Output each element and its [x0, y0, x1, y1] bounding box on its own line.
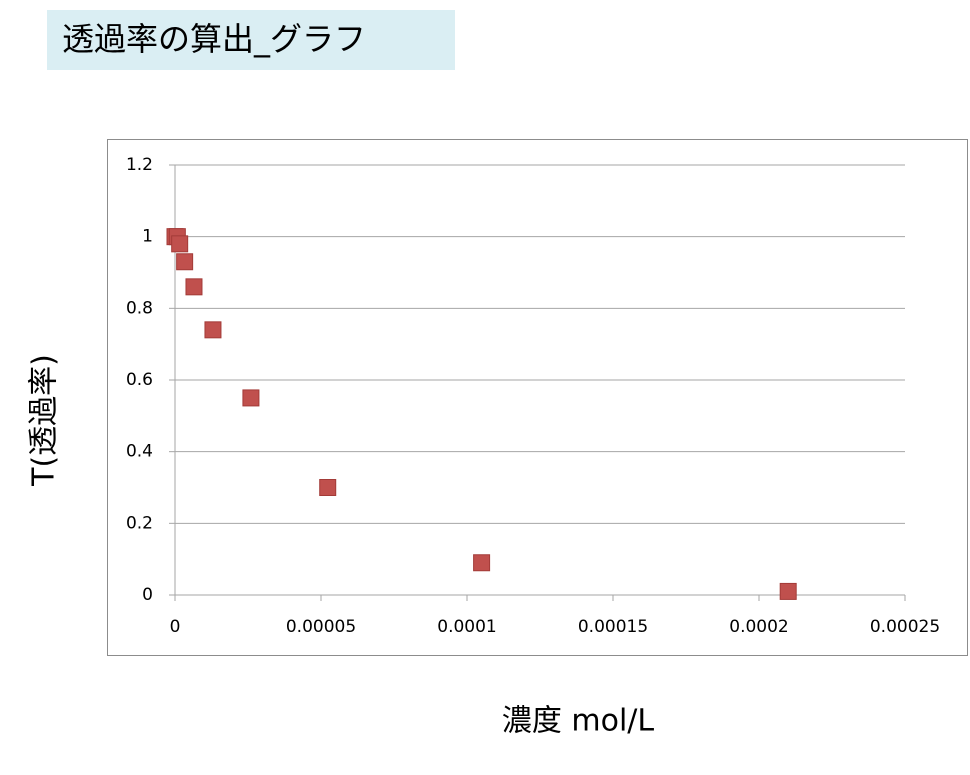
- y-tick-label: 0.2: [126, 513, 153, 533]
- slide-title: 透過率の算出_グラフ: [62, 20, 366, 58]
- y-tick-label: 0.6: [126, 370, 153, 390]
- title-box: [47, 10, 455, 70]
- point: [473, 554, 491, 572]
- y-tick-label: 0.4: [126, 442, 153, 462]
- x-axis-label: 濃度 mol/L: [502, 704, 655, 739]
- y-tick-label: 0.8: [126, 298, 153, 318]
- point: [319, 479, 337, 496]
- y-tick-label: 1: [142, 227, 153, 247]
- x-tick-label: 0.00005: [286, 617, 356, 637]
- chart-frame: [107, 139, 968, 656]
- x-tick-label: 0.0002: [729, 617, 788, 637]
- point: [171, 235, 189, 253]
- point: [242, 389, 260, 407]
- x-tick-label: 0.00015: [578, 617, 648, 637]
- point: [204, 321, 222, 339]
- point: [185, 278, 203, 296]
- x-tick-label: 0: [170, 617, 181, 637]
- y-tick-label: 1.2: [126, 155, 153, 175]
- x-tick-label: 0.0001: [437, 617, 496, 637]
- point: [779, 582, 797, 600]
- point: [176, 253, 194, 271]
- y-axis-label: T(透過率): [27, 354, 62, 487]
- y-tick-label: 0: [142, 585, 153, 605]
- x-tick-label: 0.00025: [870, 617, 940, 637]
